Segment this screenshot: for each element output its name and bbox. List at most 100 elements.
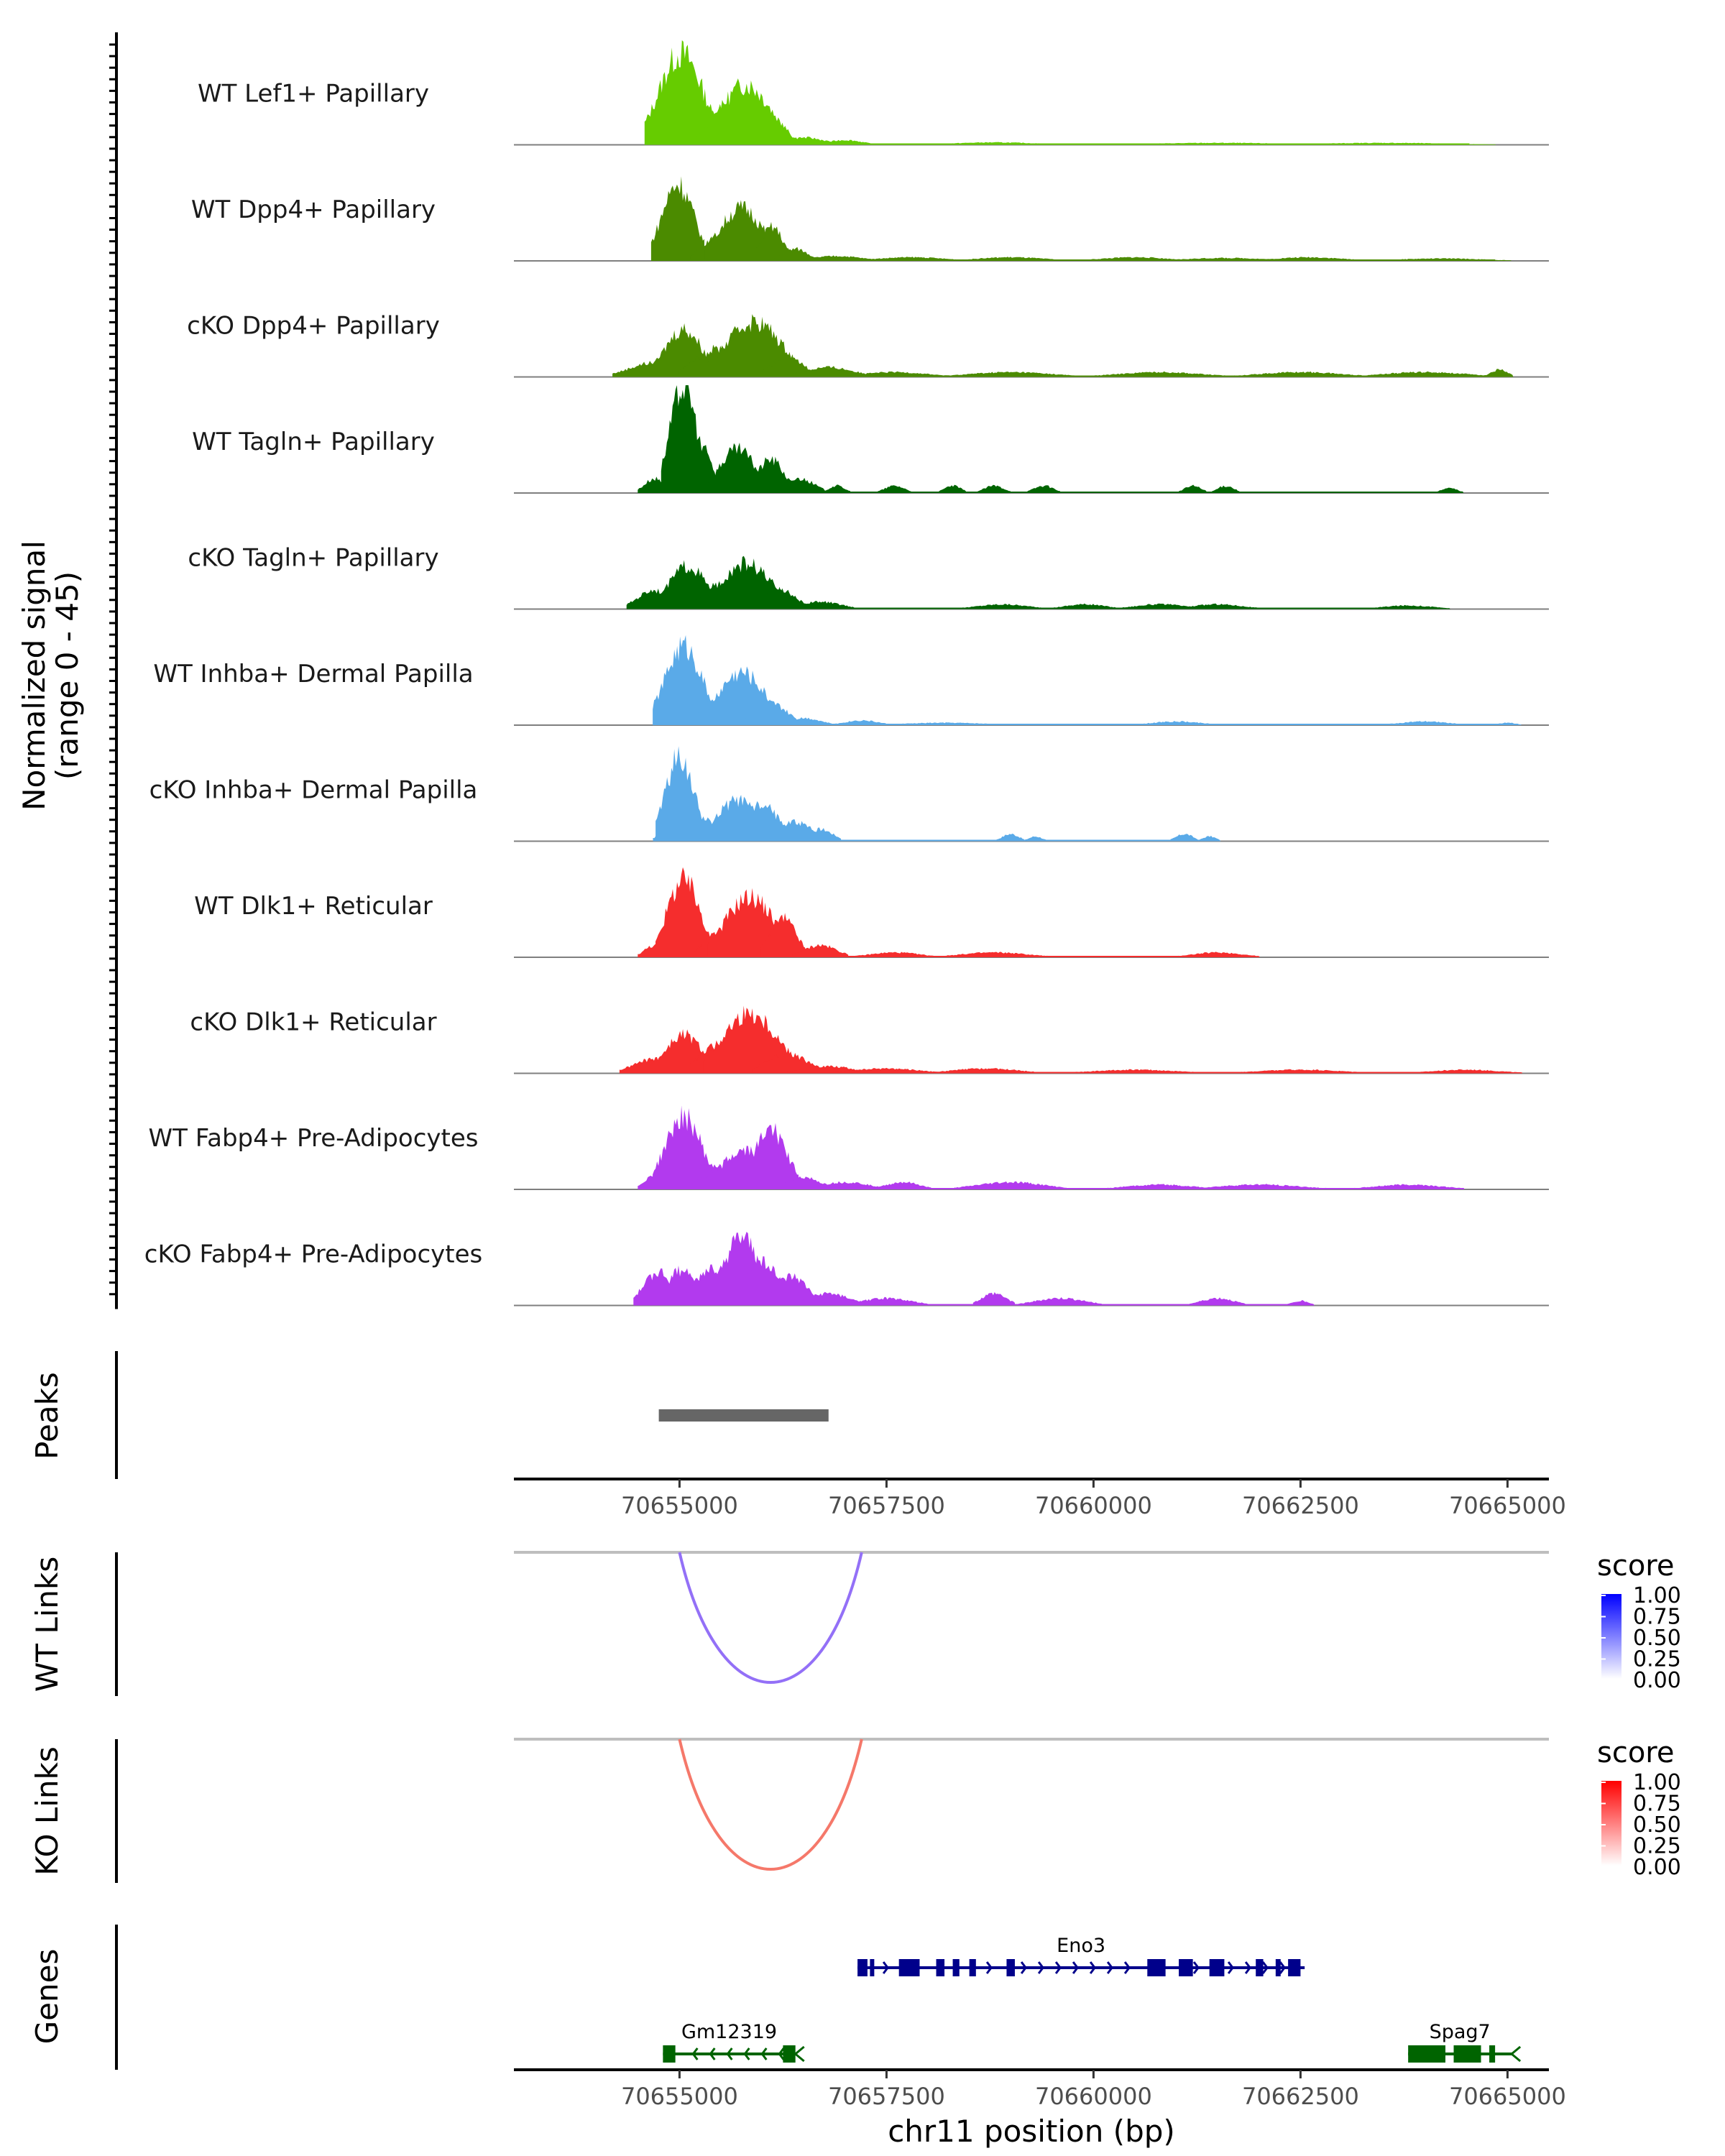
track-label: cKO Dpp4+ Papillary xyxy=(187,312,440,341)
coverage-peak xyxy=(754,221,791,261)
coverage-peak xyxy=(875,1181,932,1189)
track-label: WT Fabp4+ Pre-Adipocytes xyxy=(149,1124,479,1153)
gene-model: Spag7 xyxy=(1408,2021,1522,2063)
coverage-y-axis-title: Normalized signal xyxy=(17,540,52,811)
gene-exon xyxy=(1408,2045,1445,2063)
track-label: WT Lef1+ Papillary xyxy=(198,80,429,109)
legend-title: score xyxy=(1597,1736,1674,1769)
coverage-peak xyxy=(768,137,840,145)
coverage-peak xyxy=(792,944,849,957)
gene-exon xyxy=(952,1959,960,1976)
coverage-track: cKO Dpp4+ Papillary xyxy=(187,312,1549,378)
x-tick-label-bottom: 70665000 xyxy=(1449,2083,1566,2110)
peaks-panel: Peaks 70655000 70657500 70660000 70662500 70… xyxy=(29,1351,1566,1519)
strand-arrow xyxy=(726,2047,733,2060)
strand-arrow xyxy=(1244,1961,1251,1974)
gene-exon xyxy=(1256,1959,1264,1976)
legend-label: 0.75 xyxy=(1633,1605,1681,1630)
coverage-track: WT Dpp4+ Papillary xyxy=(191,176,1549,262)
strand-arrow xyxy=(1123,1961,1131,1974)
coverage-peak xyxy=(774,477,825,493)
gene-end-arrow xyxy=(794,2045,805,2063)
gene-exon xyxy=(898,1959,920,1976)
coverage-peak xyxy=(653,635,715,725)
track-label: WT Dpp4+ Papillary xyxy=(191,195,436,224)
coverage-peak xyxy=(1026,485,1061,493)
coverage-peak xyxy=(774,247,817,261)
coverage-peak xyxy=(822,484,851,493)
legend-label: 0.25 xyxy=(1633,1834,1681,1859)
legend-label: 0.00 xyxy=(1633,1855,1681,1880)
coverage-track: cKO Tagln+ Papillary xyxy=(188,544,1549,610)
strand-arrow xyxy=(1227,1961,1234,1974)
coverage-peak xyxy=(753,116,796,145)
legend-label: 0.25 xyxy=(1633,1647,1681,1672)
links-label: KO Links xyxy=(29,1746,65,1876)
strand-arrow xyxy=(1037,1961,1044,1974)
strand-arrow xyxy=(1054,1961,1062,1974)
x-tick-label: 70660000 xyxy=(1035,1492,1152,1519)
gene-exon xyxy=(1288,1959,1301,1976)
coverage-peak xyxy=(844,1296,929,1306)
genes-label: Genes xyxy=(29,1949,65,2045)
coverage-track: WT Lef1+ Papillary xyxy=(198,40,1549,146)
coverage-peak xyxy=(707,442,769,493)
coverage-y-ticks xyxy=(109,43,116,1296)
coverage-tracks: WT Lef1+ Papillary WT Dpp4+ Papillary cKO … xyxy=(144,40,1549,1307)
coverage-peak xyxy=(1018,1297,1103,1306)
coverage-peak xyxy=(799,827,842,842)
coverage-peak xyxy=(793,1291,864,1306)
strand-arrow xyxy=(1261,1961,1269,1974)
legend-colorbar xyxy=(1601,1594,1622,1679)
legend-label: 0.00 xyxy=(1633,1668,1681,1693)
strand-arrow xyxy=(1192,1961,1200,1974)
gene-exon xyxy=(1489,2045,1496,2063)
strand-arrow xyxy=(882,1961,889,1974)
track-label: cKO Fabp4+ Pre-Adipocytes xyxy=(144,1240,483,1269)
coverage-track: WT Fabp4+ Pre-Adipocytes xyxy=(149,1105,1549,1190)
gene-label: Eno3 xyxy=(1057,1935,1105,1957)
strand-arrow xyxy=(709,2047,716,2060)
coverage-peak xyxy=(750,586,807,609)
x-tick-label-bottom: 70662500 xyxy=(1242,2083,1359,2110)
strand-arrow xyxy=(1279,1961,1286,1974)
gene-exon xyxy=(663,2045,676,2063)
legend-label: 1.00 xyxy=(1633,1583,1681,1608)
gene-label: Gm12319 xyxy=(681,2021,777,2043)
gene-exon xyxy=(936,1959,945,1976)
peak-regions xyxy=(658,1409,829,1422)
strand-arrow xyxy=(691,2047,699,2060)
coverage-peak xyxy=(786,366,871,377)
gene-exon xyxy=(969,1959,976,1976)
gene-label: Spag7 xyxy=(1430,2021,1491,2043)
legend-label: 0.50 xyxy=(1633,1626,1681,1651)
x-tick-label: 70655000 xyxy=(621,1492,738,1519)
coverage-peak xyxy=(760,913,806,957)
x-axis-title: chr11 position (bp) xyxy=(888,2114,1175,2149)
x-tick-label: 70657500 xyxy=(828,1492,945,1519)
links-label: WT Links xyxy=(29,1557,65,1692)
coverage-peak xyxy=(644,40,718,145)
gene-exon xyxy=(1147,1959,1166,1976)
coverage-panel: Normalized signal (range 0 - 45) WT Lef1… xyxy=(17,32,1549,1309)
x-tick-label: 70665000 xyxy=(1449,1492,1566,1519)
coverage-peak xyxy=(1179,484,1208,493)
gene-exon xyxy=(783,2045,796,2063)
coverage-peak xyxy=(748,456,794,493)
coverage-peak xyxy=(1170,834,1199,842)
x-axis-ticks-bottom: 70655000 70657500 70660000 70662500 70665000 xyxy=(621,2070,1566,2110)
x-tick-label-bottom: 70657500 xyxy=(828,2083,945,2110)
gene-exon xyxy=(857,1959,868,1976)
track-label: WT Inhba+ Dermal Papilla xyxy=(153,660,473,688)
gene-model: Gm12319 xyxy=(663,2021,805,2063)
coverage-peak xyxy=(977,484,1011,493)
strand-arrow xyxy=(1106,1961,1113,1974)
x-tick-label: 70662500 xyxy=(1242,1492,1359,1519)
coverage-track: cKO Fabp4+ Pre-Adipocytes xyxy=(144,1232,1549,1307)
gene-models: Eno3 Gm12319 Spag7 xyxy=(663,1935,1522,2063)
legend-label: 0.50 xyxy=(1633,1812,1681,1838)
